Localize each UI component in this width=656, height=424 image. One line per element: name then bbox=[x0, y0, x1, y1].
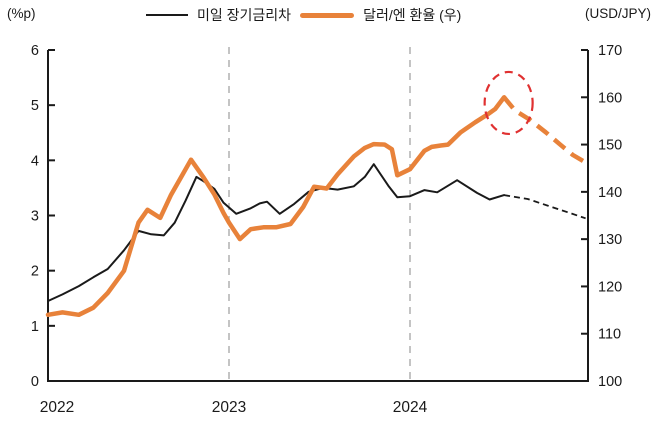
usdjpy-line-forecast-dashed bbox=[502, 95, 587, 165]
legend-label-usdjpy: 달러/엔 환율 (우) bbox=[363, 7, 462, 23]
orange-line-swatch bbox=[300, 12, 355, 18]
left-axis-tick-label: 2 bbox=[31, 264, 39, 280]
left-axis-tick-label: 6 bbox=[31, 43, 39, 59]
right-axis-tick-label: 140 bbox=[598, 185, 622, 201]
right-axis-tick-label: 110 bbox=[598, 327, 621, 343]
left-axis-tick-label: 0 bbox=[31, 374, 39, 390]
legend-item-usdjpy: 달러/엔 환율 (우) bbox=[300, 5, 461, 25]
right-axis-tick-label: 120 bbox=[598, 279, 622, 295]
usdjpy-line-solid bbox=[45, 95, 507, 318]
legend-item-rate-diff: 미일 장기금리차 bbox=[146, 5, 291, 25]
x-axis-year-label: 2023 bbox=[212, 399, 246, 416]
right-axis-tick-label: 170 bbox=[598, 43, 622, 59]
legend-label-rate-diff: 미일 장기금리차 bbox=[197, 7, 292, 23]
black-line-swatch bbox=[146, 14, 188, 16]
right-axis-tick-label: 100 bbox=[598, 374, 622, 390]
right-axis-unit-label: (USD/JPY) bbox=[584, 6, 651, 21]
rate-diff-line-forecast-dashed bbox=[503, 194, 586, 220]
x-axis-year-label: 2022 bbox=[40, 399, 74, 416]
x-axis-year-label: 2024 bbox=[393, 399, 428, 416]
right-axis-tick-label: 150 bbox=[598, 138, 622, 154]
left-axis-tick-label: 5 bbox=[31, 98, 39, 114]
chart-header: (%p) 미일 장기금리차 달러/엔 환율 (우) (USD/JPY) bbox=[0, 0, 656, 30]
peak-highlight-circle bbox=[483, 70, 534, 136]
legend: 미일 장기금리차 달러/엔 환율 (우) bbox=[146, 5, 461, 25]
left-axis-tick-label: 3 bbox=[31, 209, 39, 225]
left-axis-tick-label: 1 bbox=[31, 319, 39, 335]
left-axis-tick-label: 4 bbox=[31, 153, 39, 169]
right-axis-tick-label: 160 bbox=[598, 90, 622, 106]
right-axis-tick-label: 130 bbox=[598, 232, 622, 248]
left-axis-unit-label: (%p) bbox=[7, 6, 36, 21]
